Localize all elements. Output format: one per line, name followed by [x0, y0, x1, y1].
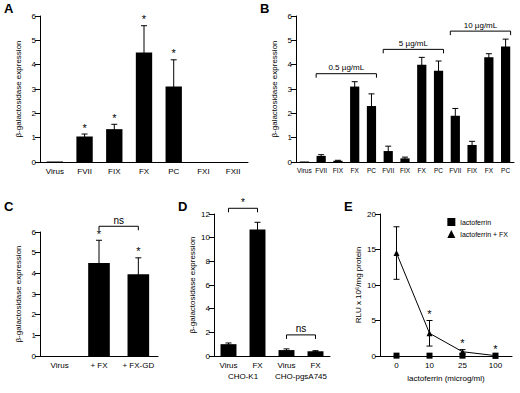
svg-text:FVII: FVII: [77, 167, 92, 176]
svg-text:*: *: [241, 197, 245, 208]
svg-text:5: 5: [32, 36, 37, 45]
svg-text:PC: PC: [501, 167, 510, 174]
svg-text:5: 5: [288, 36, 293, 45]
svg-text:100: 100: [489, 361, 503, 370]
svg-text:ns: ns: [296, 323, 307, 334]
svg-text:FIX: FIX: [467, 167, 478, 174]
svg-text:PC: PC: [434, 167, 443, 174]
svg-text:+ FX-GD: + FX-GD: [122, 361, 154, 370]
svg-text:FVII: FVII: [315, 167, 327, 174]
svg-text:E: E: [344, 199, 353, 214]
svg-text:10 µg/mL: 10 µg/mL: [464, 21, 498, 30]
svg-text:FXII: FXII: [226, 167, 241, 176]
svg-text:PC: PC: [367, 167, 376, 174]
svg-text:*: *: [427, 308, 432, 320]
svg-text:20: 20: [367, 210, 376, 219]
svg-text:6: 6: [206, 281, 211, 290]
svg-text:Virus: Virus: [51, 361, 69, 370]
svg-text:5: 5: [372, 316, 377, 325]
svg-text:*: *: [142, 13, 147, 25]
svg-text:4: 4: [288, 60, 293, 69]
svg-text:ns: ns: [113, 215, 124, 226]
svg-text:0: 0: [206, 352, 211, 361]
svg-text:FVII: FVII: [449, 167, 461, 174]
svg-text:2: 2: [32, 109, 37, 118]
svg-text:6: 6: [32, 12, 37, 21]
svg-text:3: 3: [32, 290, 37, 299]
svg-text:2: 2: [288, 109, 293, 118]
svg-text:*: *: [493, 343, 498, 355]
svg-text:β-galactosidase expression: β-galactosidase expression: [188, 236, 197, 333]
svg-text:0: 0: [394, 361, 399, 370]
svg-text:lactoferrin + FX: lactoferrin + FX: [460, 231, 508, 238]
svg-text:0: 0: [372, 352, 377, 361]
svg-text:CHO-K1: CHO-K1: [228, 372, 259, 381]
svg-text:FX: FX: [252, 361, 263, 370]
svg-text:4: 4: [32, 60, 37, 69]
svg-text:FX: FX: [310, 361, 321, 370]
svg-text:0: 0: [32, 158, 37, 167]
svg-text:PC: PC: [168, 167, 179, 176]
svg-text:4: 4: [32, 269, 37, 278]
svg-text:2: 2: [206, 328, 211, 337]
svg-text:1: 1: [32, 133, 37, 142]
svg-text:FVII: FVII: [382, 167, 394, 174]
svg-text:CHO-pgsA745: CHO-pgsA745: [275, 372, 328, 381]
svg-text:FXI: FXI: [197, 167, 209, 176]
svg-text:FIX: FIX: [400, 167, 411, 174]
svg-text:FX: FX: [351, 167, 360, 174]
svg-text:A: A: [4, 1, 14, 16]
svg-text:8: 8: [206, 257, 211, 266]
svg-text:lactoferrin: lactoferrin: [460, 219, 491, 226]
svg-text:0: 0: [288, 158, 293, 167]
svg-text:*: *: [172, 47, 177, 59]
svg-text:C: C: [4, 199, 14, 214]
svg-text:0.5 µg/mL: 0.5 µg/mL: [328, 63, 364, 72]
svg-text:β-galactosidase expression: β-galactosidase expression: [14, 40, 23, 137]
svg-text:0: 0: [32, 352, 37, 361]
svg-text:FX: FX: [418, 167, 427, 174]
svg-text:*: *: [460, 337, 465, 349]
svg-text:15: 15: [367, 245, 376, 254]
svg-text:Virus: Virus: [219, 361, 237, 370]
svg-text:10: 10: [201, 233, 210, 242]
svg-text:25: 25: [458, 361, 467, 370]
svg-text:6: 6: [32, 228, 37, 237]
svg-text:Virus: Virus: [46, 167, 64, 176]
svg-text:FIX: FIX: [108, 167, 121, 176]
svg-text:FX: FX: [139, 167, 150, 176]
svg-text:*: *: [112, 112, 117, 124]
svg-text:2: 2: [32, 310, 37, 319]
svg-text:D: D: [178, 199, 187, 214]
svg-text:*: *: [136, 245, 141, 257]
svg-text:3: 3: [288, 85, 293, 94]
svg-text:Virus: Virus: [297, 167, 312, 174]
svg-text:3: 3: [32, 85, 37, 94]
svg-text:1: 1: [32, 331, 37, 340]
svg-text:+ FX: + FX: [90, 361, 108, 370]
svg-text:Virus: Virus: [277, 361, 295, 370]
svg-text:FX: FX: [485, 167, 494, 174]
svg-text:RLU x 10⁶/mg protein: RLU x 10⁶/mg protein: [354, 247, 363, 324]
svg-text:10: 10: [425, 361, 434, 370]
svg-text:5: 5: [32, 248, 37, 257]
svg-text:10: 10: [367, 281, 376, 290]
svg-text:FIX: FIX: [333, 167, 344, 174]
svg-text:6: 6: [288, 12, 293, 21]
svg-text:β-galactosidase expression: β-galactosidase expression: [270, 40, 279, 137]
svg-text:4: 4: [206, 304, 211, 313]
svg-text:*: *: [82, 122, 87, 134]
svg-text:5 µg/mL: 5 µg/mL: [399, 39, 429, 48]
svg-text:B: B: [260, 1, 269, 16]
svg-text:β-galactosidase expression: β-galactosidase expression: [14, 245, 23, 342]
svg-text:1: 1: [288, 133, 293, 142]
svg-text:12: 12: [201, 210, 210, 219]
svg-text:lactoferrin (microg/ml): lactoferrin (microg/ml): [407, 374, 485, 383]
